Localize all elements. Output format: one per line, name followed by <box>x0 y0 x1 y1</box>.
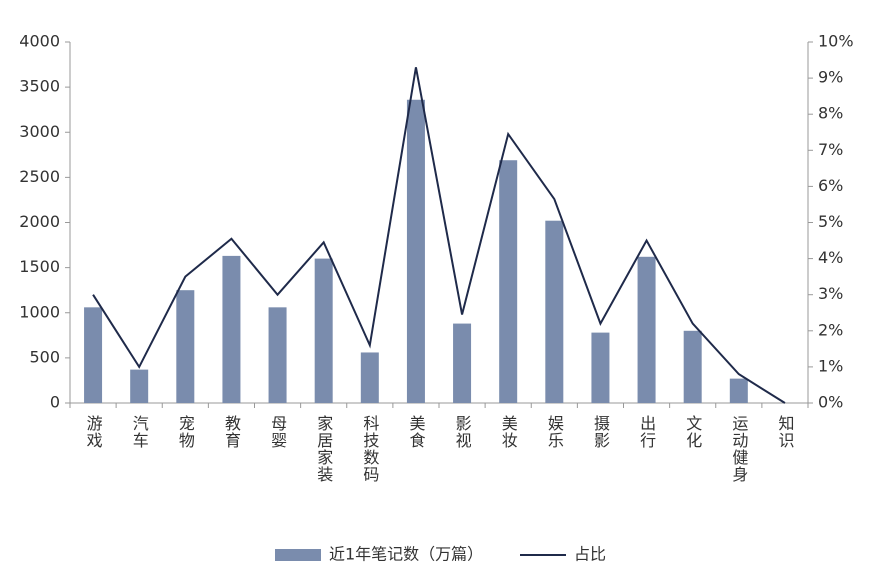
y-tick-label: 4000 <box>19 32 60 51</box>
y2-tick-label: 4% <box>818 248 843 267</box>
x-tick-label: 运动健身 <box>729 415 748 483</box>
bar <box>545 220 564 403</box>
x-tick-label: 宠物 <box>176 415 195 449</box>
bar <box>406 99 425 403</box>
bar <box>499 160 518 403</box>
bar <box>84 307 103 403</box>
bar <box>591 332 610 403</box>
x-tick-label: 娱乐 <box>545 415 564 449</box>
x-tick-label: 科技数码 <box>360 415 379 483</box>
legend-swatch <box>275 549 321 561</box>
y2-tick-label: 0% <box>818 393 843 412</box>
y2-tick-label: 10% <box>818 32 854 51</box>
y-tick-label: 3000 <box>19 122 60 141</box>
bar <box>453 323 472 403</box>
x-tick-label: 出行 <box>637 415 656 449</box>
bar <box>314 258 333 403</box>
x-tick-label: 母婴 <box>268 415 287 449</box>
bar <box>222 255 241 403</box>
x-tick-label: 汽车 <box>130 415 149 449</box>
y2-tick-label: 6% <box>818 176 843 195</box>
x-tick-label: 摄影 <box>591 415 610 449</box>
legend-label: 近1年笔记数（万篇） <box>329 545 483 564</box>
y-tick-label: 1000 <box>19 302 60 321</box>
y2-tick-label: 9% <box>818 68 843 87</box>
y2-tick-label: 7% <box>818 140 843 159</box>
y-tick-label: 500 <box>29 347 60 366</box>
x-tick-label: 游戏 <box>84 415 103 449</box>
y2-tick-label: 8% <box>818 104 843 123</box>
y-tick-label: 2500 <box>19 167 60 186</box>
y-tick-label: 2000 <box>19 212 60 231</box>
bar <box>729 378 748 403</box>
bar <box>683 330 702 403</box>
y2-tick-label: 5% <box>818 212 843 231</box>
bar <box>130 369 149 403</box>
line <box>92 67 786 404</box>
bar <box>176 290 195 403</box>
bar <box>637 256 656 403</box>
x-tick-label: 知识 <box>775 415 794 449</box>
x-tick-label: 家居家装 <box>314 415 333 483</box>
legend-label: 占比 <box>574 545 606 564</box>
x-tick-label: 美妆 <box>499 415 518 449</box>
x-tick-label: 文化 <box>683 415 702 449</box>
y2-tick-label: 2% <box>818 320 843 339</box>
x-tick-label: 美食 <box>406 415 425 449</box>
y-tick-label: 0 <box>50 393 60 412</box>
bar <box>268 307 287 403</box>
x-tick-label: 教育 <box>222 415 241 449</box>
y-tick-label: 3500 <box>19 77 60 96</box>
y2-tick-label: 1% <box>818 356 843 375</box>
y2-tick-label: 3% <box>818 284 843 303</box>
y-tick-label: 1500 <box>19 257 60 276</box>
x-tick-label: 影视 <box>453 415 472 449</box>
bar <box>360 352 379 403</box>
